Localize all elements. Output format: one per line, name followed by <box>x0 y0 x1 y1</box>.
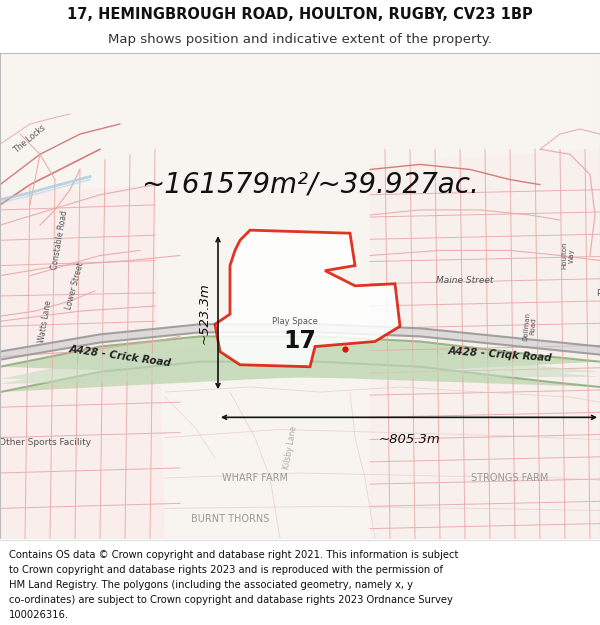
Polygon shape <box>370 149 600 539</box>
Text: ~523.3m: ~523.3m <box>197 282 211 344</box>
Text: STRONGS FARM: STRONGS FARM <box>472 473 548 483</box>
Text: to Crown copyright and database rights 2023 and is reproduced with the permissio: to Crown copyright and database rights 2… <box>9 565 443 575</box>
Text: Contains OS data © Crown copyright and database right 2021. This information is : Contains OS data © Crown copyright and d… <box>9 550 458 560</box>
Text: Maine Street: Maine Street <box>436 276 494 285</box>
Text: A428 - Criqk Road: A428 - Criqk Road <box>448 346 553 363</box>
Text: Kilsby Lane: Kilsby Lane <box>282 426 298 470</box>
Text: co-ordinates) are subject to Crown copyright and database rights 2023 Ordnance S: co-ordinates) are subject to Crown copyr… <box>9 595 453 605</box>
Polygon shape <box>0 336 600 392</box>
Polygon shape <box>0 324 600 359</box>
Polygon shape <box>0 184 165 539</box>
Text: Other Sports Facility: Other Sports Facility <box>0 438 91 447</box>
Text: HM Land Registry. The polygons (including the associated geometry, namely x, y: HM Land Registry. The polygons (includin… <box>9 580 413 590</box>
Polygon shape <box>215 230 400 367</box>
Text: A428 - Crick Road: A428 - Crick Road <box>68 344 172 369</box>
Text: 17, HEMINGBROUGH ROAD, HOULTON, RUGBY, CV23 1BP: 17, HEMINGBROUGH ROAD, HOULTON, RUGBY, C… <box>67 8 533 22</box>
Text: 17: 17 <box>284 329 316 354</box>
Text: Lower Street: Lower Street <box>64 261 86 311</box>
Text: BURNT THORNS: BURNT THORNS <box>191 514 269 524</box>
Text: Play Space: Play Space <box>597 289 600 298</box>
Text: Watts Lane: Watts Lane <box>37 299 53 343</box>
Text: ~161579m²/~39.927ac.: ~161579m²/~39.927ac. <box>141 171 479 199</box>
Polygon shape <box>0 348 600 384</box>
Text: Dollman
Road: Dollman Road <box>522 311 538 341</box>
Text: The Locks: The Locks <box>13 124 47 155</box>
Text: ~805.3m: ~805.3m <box>378 433 440 446</box>
Text: Houlton
Way: Houlton Way <box>562 242 575 269</box>
Text: Constable Road: Constable Road <box>50 210 70 271</box>
Text: WHARF FARM: WHARF FARM <box>222 473 288 483</box>
Text: Map shows position and indicative extent of the property.: Map shows position and indicative extent… <box>108 33 492 46</box>
Text: 100026316.: 100026316. <box>9 611 69 621</box>
Text: Play Space: Play Space <box>272 317 318 326</box>
